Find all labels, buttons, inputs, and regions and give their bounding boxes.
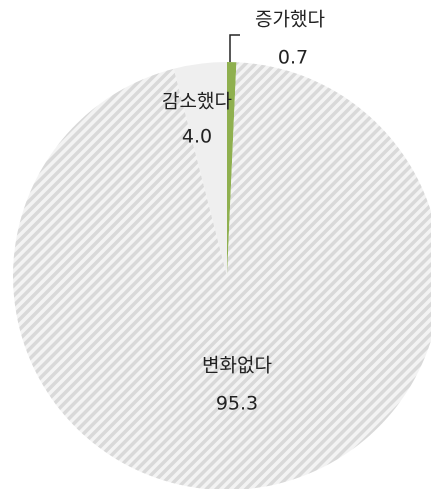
slice-value: 4.0 — [182, 126, 212, 148]
slice-label: 증가했다 — [255, 9, 325, 31]
pie-slice — [13, 62, 431, 489]
slice-value: 95.3 — [216, 393, 258, 415]
slice-value: 0.7 — [278, 47, 308, 69]
slice-label: 변화없다 — [202, 355, 272, 377]
pie-slice — [227, 62, 237, 276]
pie-slice — [173, 62, 227, 276]
leader-line — [229, 34, 240, 62]
slice-label: 감소했다 — [162, 91, 232, 113]
